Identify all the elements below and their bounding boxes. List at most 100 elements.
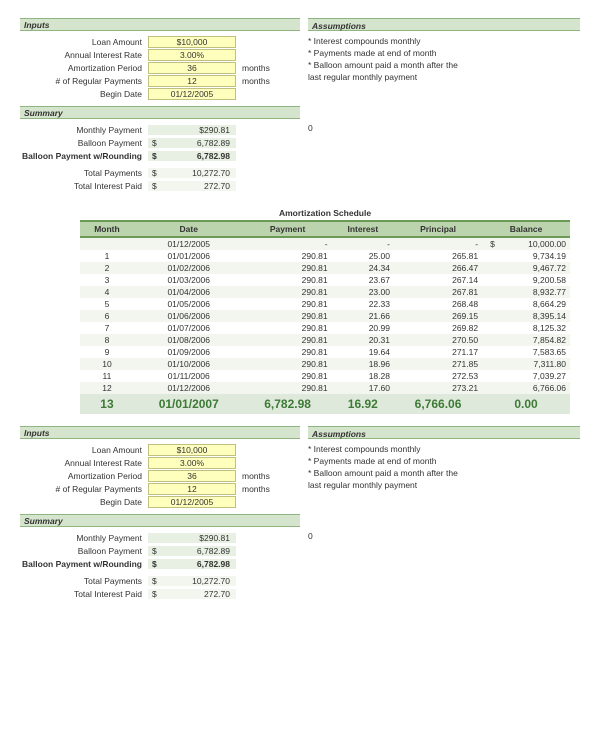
table-row: 501/05/2006290.8122.33268.488,664.29: [80, 298, 570, 310]
currency-number: 10,272.70: [160, 168, 236, 178]
assumption-line: * Payments made at end of month: [308, 47, 580, 59]
reg-payments-input[interactable]: 12: [148, 483, 236, 495]
col-month: Month: [80, 221, 134, 237]
cell-interest: 22.33: [332, 298, 394, 310]
inputs-header-2: Inputs: [20, 426, 300, 439]
table-row: 1201/12/2006290.8117.60273.216,766.06: [80, 382, 570, 394]
assumptions-header-2: Assumptions: [308, 426, 580, 439]
currency-number: 6,782.98: [160, 559, 236, 569]
col-payment: Payment: [244, 221, 332, 237]
table-row: 201/02/2006290.8124.34266.479,467.72: [80, 262, 570, 274]
cell-date: 01/04/2006: [134, 286, 244, 298]
total-interest-value: $ 272.70: [148, 181, 236, 191]
total-payment: 6,782.98: [244, 394, 332, 414]
total-payments-label: Total Payments: [20, 576, 148, 586]
schedule-title: Amortization Schedule: [80, 208, 570, 218]
cell-interest: 18.96: [332, 358, 394, 370]
cell-date: 01/12/2006: [134, 382, 244, 394]
cell-payment: 290.81: [244, 298, 332, 310]
cell-date: 01/11/2006: [134, 370, 244, 382]
total-interest-label: Total Interest Paid: [20, 589, 148, 599]
cell-interest: 23.00: [332, 286, 394, 298]
balloon-rounded-label: Balloon Payment w/Rounding: [20, 559, 148, 569]
cell-balance: 6,766.06: [482, 382, 570, 394]
cell-month: 10: [80, 358, 134, 370]
cell-date: 01/07/2006: [134, 322, 244, 334]
cell-principal: 271.85: [394, 358, 482, 370]
cell-payment: 290.81: [244, 358, 332, 370]
begin-date-input[interactable]: 01/12/2005: [148, 88, 236, 100]
table-row: 1101/11/2006290.8118.28272.537,039.27: [80, 370, 570, 382]
cell-month: 9: [80, 346, 134, 358]
cell-payment: 290.81: [244, 346, 332, 358]
cell-month: 5: [80, 298, 134, 310]
rate-input[interactable]: 3.00%: [148, 457, 236, 469]
currency-symbol: $: [148, 151, 160, 161]
zero-note: 0: [300, 123, 580, 133]
cell-date: 01/09/2006: [134, 346, 244, 358]
cell-principal: 271.17: [394, 346, 482, 358]
total-interest: 16.92: [332, 394, 394, 414]
loan-amount-label: Loan Amount: [20, 37, 148, 47]
balloon-payment-label: Balloon Payment: [20, 138, 148, 148]
table-row: 1001/10/2006290.8118.96271.857,311.80: [80, 358, 570, 370]
assumption-line: * Payments made at end of month: [308, 455, 580, 467]
reg-payments-label: # of Regular Payments: [20, 484, 148, 494]
monthly-payment-label: Monthly Payment: [20, 533, 148, 543]
amortization-table: Month Date Payment Interest Principal Ba…: [80, 220, 570, 414]
total-month: 13: [80, 394, 134, 414]
cell-balance: $10,000.00: [482, 237, 570, 250]
amort-unit: months: [236, 471, 270, 481]
cell-principal: 267.14: [394, 274, 482, 286]
balloon-payment-value: $ 6,782.89: [148, 546, 236, 556]
currency-symbol: $: [148, 546, 160, 556]
amort-period-input[interactable]: 36: [148, 62, 236, 74]
cell-payment: 290.81: [244, 274, 332, 286]
assumption-line: last regular monthly payment: [308, 71, 580, 83]
begin-date-input[interactable]: 01/12/2005: [148, 496, 236, 508]
reg-payments-label: # of Regular Payments: [20, 76, 148, 86]
table-row: 401/04/2006290.8123.00267.818,932.77: [80, 286, 570, 298]
cell-payment: 290.81: [244, 262, 332, 274]
amort-period-label: Amortization Period: [20, 63, 148, 73]
balloon-payment-value: $ 6,782.89: [148, 138, 236, 148]
cell-principal: 268.48: [394, 298, 482, 310]
cell-balance: 7,854.82: [482, 334, 570, 346]
cell-month: 1: [80, 250, 134, 262]
cell-interest: 17.60: [332, 382, 394, 394]
cell-interest: 19.64: [332, 346, 394, 358]
monthly-payment-value: $290.81: [148, 125, 236, 135]
cell-balance: 7,039.27: [482, 370, 570, 382]
amort-period-label: Amortization Period: [20, 471, 148, 481]
cell-principal: 266.47: [394, 262, 482, 274]
col-balance: Balance: [482, 221, 570, 237]
cell-balance: 9,734.19: [482, 250, 570, 262]
cell-payment: 290.81: [244, 382, 332, 394]
amort-period-input[interactable]: 36: [148, 470, 236, 482]
reg-payments-input[interactable]: 12: [148, 75, 236, 87]
currency-number: 6,782.89: [160, 138, 236, 148]
currency-symbol: $: [148, 168, 160, 178]
loan-amount-label: Loan Amount: [20, 445, 148, 455]
cell-interest: 21.66: [332, 310, 394, 322]
rate-input[interactable]: 3.00%: [148, 49, 236, 61]
cell-balance: 8,125.32: [482, 322, 570, 334]
cell-month: 3: [80, 274, 134, 286]
totals-row: 1301/01/20076,782.9816.926,766.060.00: [80, 394, 570, 414]
table-row: 901/09/2006290.8119.64271.177,583.65: [80, 346, 570, 358]
rate-label: Annual Interest Rate: [20, 458, 148, 468]
cell-interest: 18.28: [332, 370, 394, 382]
reg-unit: months: [236, 484, 270, 494]
balloon-rounded-label: Balloon Payment w/Rounding: [20, 151, 148, 161]
assumption-line: * Balloon amount paid a month after the: [308, 467, 580, 479]
cell-balance: 7,583.65: [482, 346, 570, 358]
cell-balance: 9,467.72: [482, 262, 570, 274]
assumption-line: last regular monthly payment: [308, 479, 580, 491]
loan-amount-input[interactable]: $10,000: [148, 36, 236, 48]
monthly-payment-label: Monthly Payment: [20, 125, 148, 135]
cell-principal: 267.81: [394, 286, 482, 298]
begin-date-label: Begin Date: [20, 497, 148, 507]
table-row: 301/03/2006290.8123.67267.149,200.58: [80, 274, 570, 286]
loan-amount-input[interactable]: $10,000: [148, 444, 236, 456]
currency-symbol: $: [148, 576, 160, 586]
